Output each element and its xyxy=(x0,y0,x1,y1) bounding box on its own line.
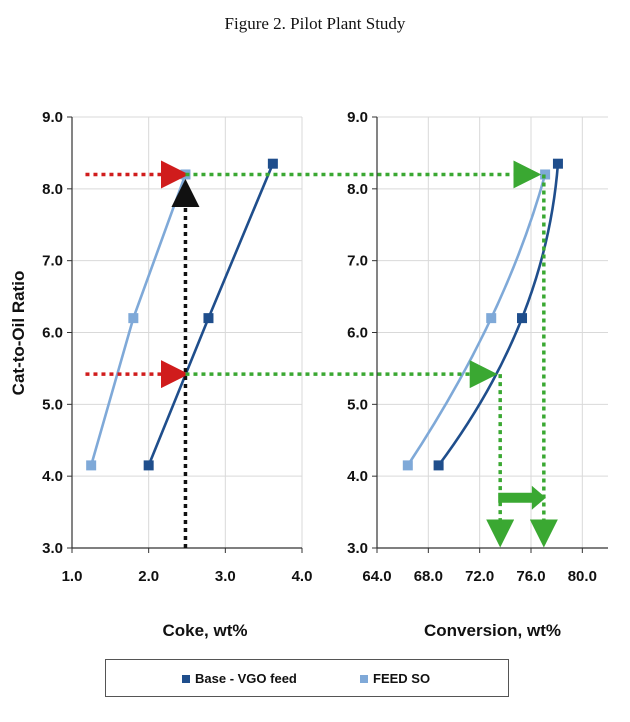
right-panel: 3.0 4.0 5.0 6.0 7.0 8.0 9.0 64.0 68.0 72.0 76.0 80.… xyxy=(347,109,608,640)
left-series-1-point xyxy=(128,313,139,324)
left-series-1-point xyxy=(86,460,97,471)
right-xtick-label: 68.0 xyxy=(414,568,443,585)
legend-label-feed-so: FEED SO xyxy=(373,671,431,686)
right-x-axis-label: Conversion, wt% xyxy=(424,621,561,640)
left-xtick-label: 1.0 xyxy=(62,568,83,585)
right-series-0-point xyxy=(552,158,563,169)
left-ytick-label: 4.0 xyxy=(42,468,63,485)
left-ytick-label: 3.0 xyxy=(42,540,63,557)
right-ytick-label: 5.0 xyxy=(347,396,368,413)
left-ytick-label: 9.0 xyxy=(42,109,63,126)
right-xtick-label: 64.0 xyxy=(362,568,391,585)
right-series-line-0 xyxy=(437,163,560,467)
right-series-1-point xyxy=(402,460,413,471)
right-series-0-point xyxy=(433,460,444,471)
left-xtick-label: 3.0 xyxy=(215,568,236,585)
left-ytick-label: 8.0 xyxy=(42,181,63,198)
legend-swatch-feed-so xyxy=(360,674,368,683)
y-axis-label: Cat-to-Oil Ratio xyxy=(9,271,28,396)
right-ytick-label: 3.0 xyxy=(347,540,368,557)
left-series-0-point xyxy=(203,313,214,324)
conversion-shift-arrow xyxy=(498,485,546,510)
left-x-axis-label: Coke, wt% xyxy=(162,621,247,640)
left-panel: 3.0 4.0 5.0 6.0 7.0 8.0 9.0 1.0 2.0 3.0 4.0 Coke, w… xyxy=(42,109,312,640)
left-ytick-label: 5.0 xyxy=(42,396,63,413)
figure-title: Figure 2. Pilot Plant Study xyxy=(224,14,406,33)
right-ytick-label: 9.0 xyxy=(347,109,368,126)
right-ytick-label: 7.0 xyxy=(347,253,368,270)
legend-item-feed-so: FEED SO xyxy=(360,671,430,686)
right-series-0-point xyxy=(517,313,528,324)
right-xtick-label: 72.0 xyxy=(465,568,494,585)
right-xtick-label: 80.0 xyxy=(568,568,597,585)
legend-swatch-base xyxy=(182,674,190,683)
right-ytick-label: 4.0 xyxy=(347,468,368,485)
right-ytick-label: 8.0 xyxy=(347,181,368,198)
legend-label-base: Base - VGO feed xyxy=(195,671,297,686)
left-series-0-point xyxy=(267,158,278,169)
left-xtick-label: 2.0 xyxy=(138,568,159,585)
left-ytick-label: 6.0 xyxy=(42,325,63,342)
left-series-0-point xyxy=(143,460,154,471)
legend-item-base: Base - VGO feed xyxy=(182,671,297,686)
right-series-1-point xyxy=(486,313,497,324)
right-ytick-label: 6.0 xyxy=(347,325,368,342)
right-xtick-label: 76.0 xyxy=(516,568,545,585)
legend: Base - VGO feed FEED SO xyxy=(105,659,509,697)
left-ytick-label: 7.0 xyxy=(42,253,63,270)
left-xtick-label: 4.0 xyxy=(292,568,313,585)
